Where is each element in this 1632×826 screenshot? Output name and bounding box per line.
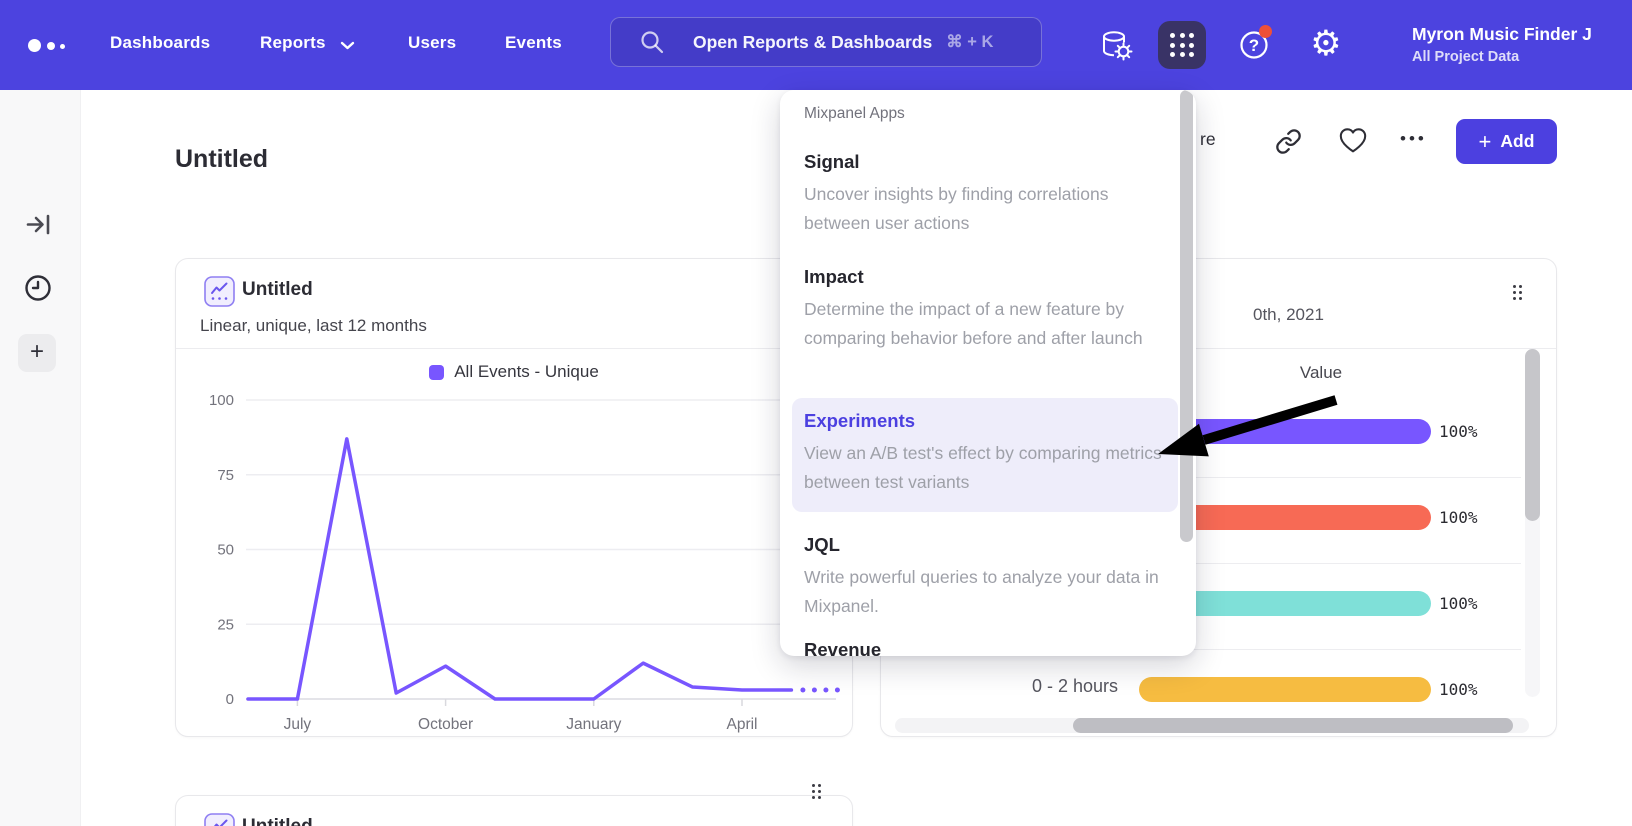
svg-text:75: 75 — [217, 467, 234, 484]
drag-handle-icon[interactable] — [812, 784, 821, 799]
user-menu[interactable]: Myron Music Finder J All Project Data — [1412, 21, 1632, 67]
menu-item-desc: Write powerful queries to analyze your d… — [804, 567, 1159, 616]
nav-reports[interactable]: Reports — [260, 33, 326, 52]
mixpanel-logo-icon[interactable] — [28, 38, 76, 54]
svg-text:?: ? — [1249, 36, 1259, 55]
horizontal-scrollbar-thumb[interactable] — [1073, 718, 1513, 733]
nav-dashboards[interactable]: Dashboards — [110, 33, 211, 52]
row-value: 100% — [1439, 594, 1478, 613]
apps-grid-button[interactable] — [1158, 21, 1206, 69]
search-input[interactable]: Open Reports & Dashboards ⌘ + K — [610, 17, 1042, 67]
menu-item-signal[interactable]: Signal Uncover insights by finding corre… — [792, 151, 1178, 263]
plus-icon: + — [1478, 128, 1492, 154]
menu-item-name: JQL — [804, 534, 840, 555]
menu-item-revenue[interactable]: Revenue — [792, 639, 1178, 656]
share-label-fragment[interactable]: re — [1200, 129, 1216, 149]
svg-text:October: October — [418, 716, 473, 733]
row-value: 100% — [1439, 508, 1478, 527]
nav-events[interactable]: Events — [505, 33, 562, 52]
menu-item-jql[interactable]: JQL Write powerful queries to analyze yo… — [792, 534, 1178, 634]
data-management-icon[interactable] — [1099, 28, 1133, 62]
menu-item-experiments[interactable]: Experiments View an A/B test's effect by… — [792, 398, 1178, 512]
history-clock-icon[interactable] — [23, 273, 53, 303]
menu-item-name: Experiments — [804, 410, 916, 431]
vertical-scrollbar-thumb[interactable] — [1525, 349, 1540, 521]
line-chart-icon — [204, 276, 235, 307]
chart-legend: All Events - Unique — [176, 362, 852, 382]
menu-item-name: Impact — [804, 266, 864, 287]
drag-handle-icon[interactable] — [1513, 285, 1522, 300]
menu-item-desc: View an A/B test's effect by comparing m… — [804, 443, 1162, 492]
search-shortcut: ⌘ + K — [946, 33, 994, 51]
svg-text:0: 0 — [226, 691, 234, 708]
svg-text:April: April — [726, 716, 757, 733]
settings-gear-icon[interactable]: ⚙ — [1310, 24, 1342, 64]
menu-item-name: Signal — [804, 151, 860, 172]
chevron-down-icon — [340, 41, 355, 50]
top-nav: Dashboards Reports Users Events Open Rep… — [0, 0, 1632, 90]
menu-item-name: Revenue — [804, 639, 882, 656]
expand-sidebar-icon[interactable] — [25, 211, 52, 238]
svg-text:July: July — [284, 716, 312, 733]
svg-text:50: 50 — [217, 542, 234, 559]
left-sidebar: + — [0, 90, 81, 826]
legend-swatch — [429, 364, 445, 380]
line-chart-icon — [204, 813, 235, 826]
svg-text:100: 100 — [209, 392, 234, 409]
chart-title: Untitled — [242, 816, 313, 826]
dropdown-scrollbar-thumb[interactable] — [1180, 90, 1193, 542]
divider — [881, 348, 1556, 349]
table-row: 0 - 2 hours 100% — [881, 649, 1521, 735]
search-placeholder: Open Reports & Dashboards — [693, 31, 933, 52]
svg-text:25: 25 — [217, 616, 234, 633]
chart-subtitle: Linear, unique, last 12 months — [200, 316, 427, 335]
menu-item-desc: Determine the impact of a new feature by… — [804, 299, 1143, 348]
value-bar — [1139, 677, 1431, 702]
row-value: 100% — [1439, 422, 1478, 441]
nav-users[interactable]: Users — [408, 33, 457, 52]
plus-icon: + — [29, 338, 44, 365]
divider — [176, 348, 852, 349]
menu-title: Mixpanel Apps — [804, 105, 905, 122]
value-column-header: Value — [1299, 363, 1343, 382]
menu-item-desc: Uncover insights by finding correlations… — [804, 184, 1109, 233]
search-icon — [641, 31, 664, 54]
row-label: 0 - 2 hours — [1031, 676, 1118, 696]
add-new-button[interactable]: + — [18, 334, 56, 372]
page-title: Untitled — [175, 144, 269, 173]
row-value: 100% — [1439, 680, 1478, 699]
chart-title: Untitled — [242, 279, 313, 300]
menu-item-impact[interactable]: Impact Determine the impact of a new fea… — [792, 266, 1178, 396]
notification-dot — [1259, 25, 1272, 38]
project-name: All Project Data — [1412, 49, 1520, 65]
grid-9-dots-icon — [1170, 33, 1194, 57]
user-name: Myron Music Finder J — [1412, 24, 1592, 44]
mixpanel-apps-menu: Mixpanel Apps Signal Uncover insights by… — [780, 90, 1196, 656]
legend-label: All Events - Unique — [454, 362, 599, 381]
favorite-heart-icon[interactable] — [1338, 126, 1368, 156]
second-chart-card: Untitled — [175, 795, 853, 826]
line-chart-card: Untitled Linear, unique, last 12 months … — [175, 258, 853, 737]
help-icon[interactable]: ? — [1237, 28, 1271, 62]
more-options-icon[interactable]: ••• — [1400, 129, 1427, 148]
svg-text:January: January — [566, 716, 621, 733]
copy-link-icon[interactable] — [1275, 128, 1302, 155]
date-range-fragment: 0th, 2021 — [1253, 305, 1324, 324]
add-button[interactable]: + Add — [1456, 119, 1557, 164]
